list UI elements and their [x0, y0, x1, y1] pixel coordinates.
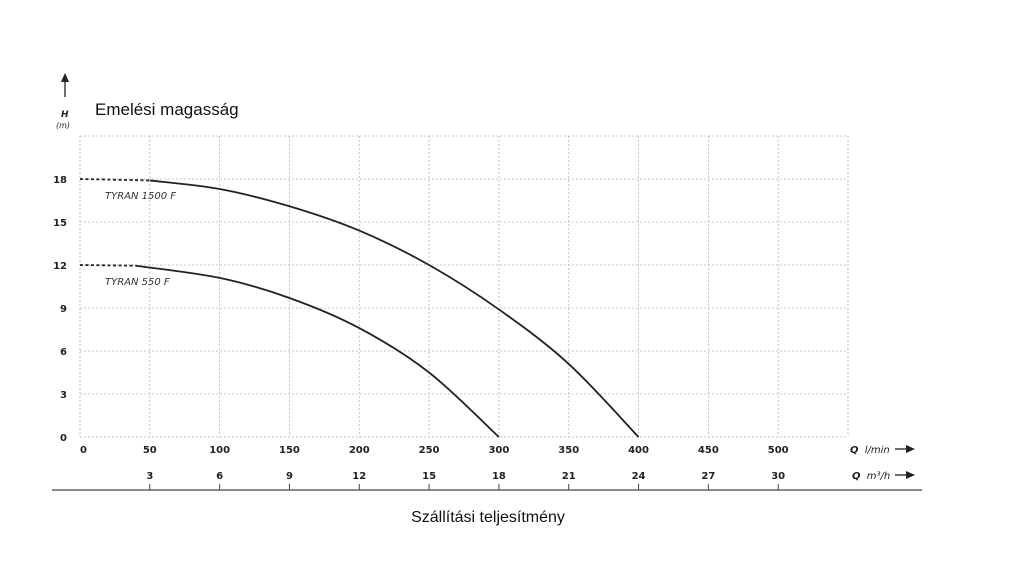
- y-tick-label: 9: [60, 304, 67, 315]
- y-tick-label: 0: [60, 433, 67, 444]
- x-axis-primary-arrow: [895, 445, 915, 453]
- curves: [79, 178, 640, 438]
- series-label: TYRAN 1500 F: [105, 191, 176, 202]
- x-tick-label-primary: 250: [419, 445, 440, 456]
- x-tick-label-secondary: 3: [146, 471, 153, 482]
- y-tick-label: 12: [53, 261, 67, 272]
- y-axis-symbol: H: [61, 110, 69, 120]
- x-tick-label-primary: 100: [209, 445, 230, 456]
- x-axis-primary-symbol: Q: [850, 445, 859, 456]
- chart-title: Emelési magasság: [95, 100, 239, 119]
- x-axis-primary-unit: l/min: [865, 445, 890, 456]
- x-tick-label-primary: 150: [279, 445, 300, 456]
- x-tick-label-primary: 450: [698, 445, 719, 456]
- series-curve-dashed: [79, 178, 150, 182]
- x-axis-secondary-label: Q m³/h: [852, 471, 890, 482]
- x-axis-primary-label: Q l/min: [850, 445, 890, 456]
- y-tick-label: 15: [53, 218, 67, 229]
- y-axis-unit: (m): [56, 121, 70, 130]
- x-tick-label-secondary: 6: [216, 471, 223, 482]
- x-tick-label-primary: 300: [488, 445, 509, 456]
- x-axis-secondary-symbol: Q: [852, 471, 861, 482]
- y-tick-label: 3: [60, 390, 67, 401]
- x-tick-label-secondary: 12: [352, 471, 366, 482]
- x-tick-label-secondary: 9: [286, 471, 293, 482]
- series-curve: [149, 179, 640, 438]
- y-tick-label: 6: [60, 347, 67, 358]
- grid: [79, 135, 849, 438]
- y-tick-label: 18: [53, 175, 67, 186]
- x-axis-title: Szállítási teljesítmény: [411, 509, 565, 526]
- x-tick-label-secondary: 15: [422, 471, 436, 482]
- x-tick-label-primary: 500: [768, 445, 789, 456]
- x-tick-label-secondary: 18: [492, 471, 506, 482]
- series-curve: [135, 264, 500, 438]
- series-curve-dashed: [79, 264, 136, 267]
- x-tick-label-primary: 400: [628, 445, 649, 456]
- x-tick-label-primary: 200: [349, 445, 370, 456]
- x-tick-label-primary: 0: [80, 445, 87, 456]
- x-axis-secondary-arrow: [895, 471, 915, 479]
- x-tick-label-secondary: 21: [562, 471, 576, 482]
- y-axis-arrow: [61, 73, 69, 97]
- x-tick-label-primary: 50: [143, 445, 157, 456]
- x-tick-label-secondary: 30: [771, 471, 785, 482]
- x-tick-label-secondary: 24: [632, 471, 646, 482]
- series-label: TYRAN 550 F: [105, 277, 170, 288]
- x-tick-label-secondary: 27: [701, 471, 715, 482]
- x-axis-secondary-unit: m³/h: [867, 471, 890, 482]
- x-tick-label-primary: 350: [558, 445, 579, 456]
- labels: 0 3 6 9 12 15 18 0 50 100 150 200 250 300 350 400 450 500…: [53, 175, 789, 490]
